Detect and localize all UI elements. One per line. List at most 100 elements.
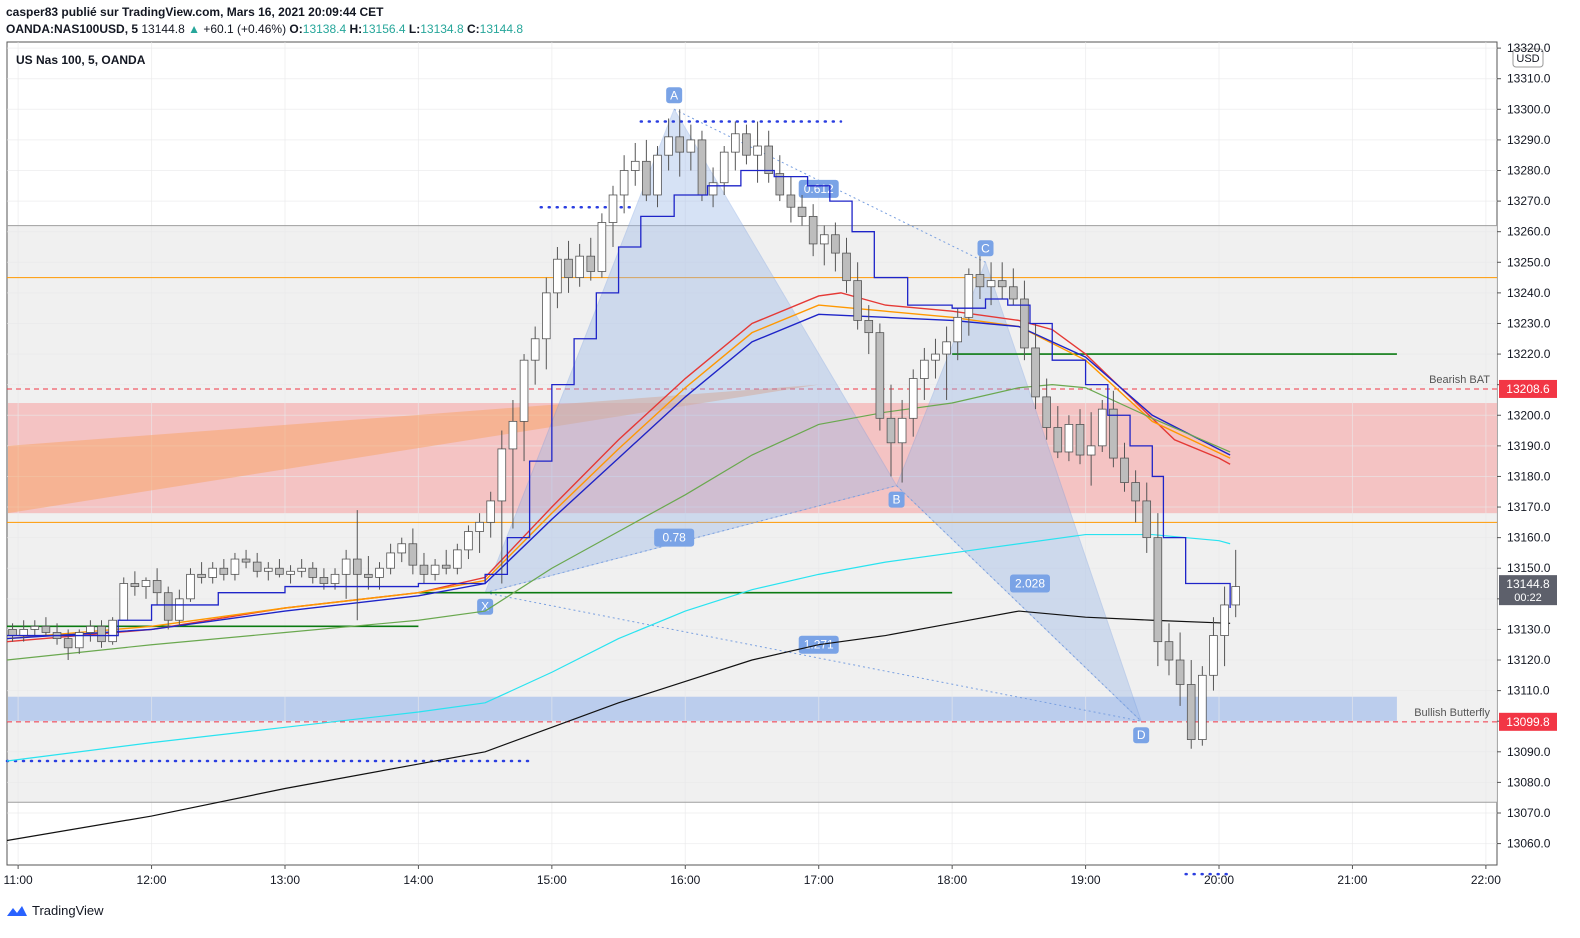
candle xyxy=(864,305,874,355)
candle-body xyxy=(208,567,218,578)
stair-trend-line xyxy=(7,169,1231,637)
candle-body xyxy=(953,316,963,343)
candle-body xyxy=(1142,500,1152,539)
y-tick-label: 13110.0 xyxy=(1507,684,1550,698)
candle-body xyxy=(786,194,796,208)
candle-body xyxy=(764,145,773,174)
candle xyxy=(1153,513,1163,667)
candle xyxy=(1120,442,1129,492)
candle-body xyxy=(842,252,851,282)
y-tick-label: 13160.0 xyxy=(1507,531,1551,545)
x-tick-label: 21:00 xyxy=(1337,873,1367,887)
harmonic-ratio-2: 2.028 xyxy=(1009,574,1050,593)
candle-body xyxy=(575,255,584,278)
high-label: H: xyxy=(349,22,363,36)
candle xyxy=(675,109,685,177)
candle xyxy=(41,617,51,636)
candle-body xyxy=(586,255,596,272)
candle-body xyxy=(608,194,618,223)
candle xyxy=(842,237,851,293)
candle xyxy=(1053,406,1063,459)
chart-title: US Nas 100, 5, OANDA xyxy=(16,53,146,67)
candle-body xyxy=(264,567,273,572)
y-tick-label: 13270.0 xyxy=(1507,194,1551,208)
candle-body xyxy=(74,632,84,649)
y-tick-label: 13280.0 xyxy=(1507,163,1551,177)
x-tick-label: 14:00 xyxy=(403,873,433,887)
candle xyxy=(642,139,651,202)
candle-body xyxy=(30,625,40,630)
harmonic-ratio-0: 0.612 xyxy=(798,179,839,198)
candle-body xyxy=(908,378,918,419)
candle-body xyxy=(41,625,51,633)
candle xyxy=(175,589,184,627)
harmonic-point-C: C xyxy=(977,240,994,257)
candle-body xyxy=(497,448,507,502)
candle-body xyxy=(553,258,562,294)
candle xyxy=(753,121,762,183)
candle-body xyxy=(441,564,451,569)
price-tag-box xyxy=(1499,712,1557,731)
ratio-box xyxy=(654,528,695,547)
zone-2 xyxy=(8,696,1397,722)
y-tick-label: 13250.0 xyxy=(1507,255,1551,269)
symbol-name[interactable]: OANDA:NAS100USD, 5 xyxy=(6,22,139,36)
candle xyxy=(1064,415,1074,462)
x-tick-label: 11:00 xyxy=(4,873,33,887)
candle xyxy=(1075,409,1085,465)
ma-line-4 xyxy=(6,533,1231,762)
y-tick-label: 13300.0 xyxy=(1507,102,1551,116)
currency-box xyxy=(1512,48,1544,68)
candle xyxy=(252,552,262,578)
harmonic-ratio-1: 0.78 xyxy=(654,528,695,547)
candle xyxy=(975,256,985,299)
ratio-box xyxy=(798,179,839,198)
candle xyxy=(108,617,117,645)
harmonic-point-box xyxy=(888,491,905,508)
y-tick-label: 13320.0 xyxy=(1507,41,1551,55)
x-tick-label: 12:00 xyxy=(137,873,167,887)
candle xyxy=(1231,549,1240,618)
low-label: L: xyxy=(408,22,421,36)
candle-body xyxy=(686,139,696,153)
candle-body xyxy=(341,558,351,575)
price-tag-value: 13099.8 xyxy=(1506,715,1550,729)
y-tick-label: 13230.0 xyxy=(1507,316,1551,330)
candle-body xyxy=(464,531,473,551)
price-change: +60.1 (+0.46%) xyxy=(203,22,287,36)
candle-body xyxy=(853,280,862,321)
candle xyxy=(63,629,73,661)
candle-body xyxy=(1231,586,1240,606)
price-tag-box xyxy=(1499,379,1557,398)
candle-body xyxy=(119,583,129,621)
candle-body xyxy=(719,151,729,184)
candle-body xyxy=(475,521,484,532)
candle xyxy=(1020,280,1029,361)
candle xyxy=(163,586,173,630)
x-tick-label: 15:00 xyxy=(537,873,567,887)
y-tick-label: 13170.0 xyxy=(1507,500,1551,514)
candle-body xyxy=(308,567,318,578)
candle-body xyxy=(175,598,184,621)
candle-body xyxy=(241,558,251,563)
candle xyxy=(130,571,140,596)
candle-body xyxy=(597,222,607,272)
up-triangle-icon: ▲ xyxy=(188,22,200,36)
candle xyxy=(742,124,751,165)
candle xyxy=(1209,617,1218,691)
x-tick-label: 18:00 xyxy=(937,873,967,887)
harmonic-point-B: B xyxy=(888,491,905,508)
candle xyxy=(453,543,462,575)
candle xyxy=(886,384,896,477)
x-tick-label: 22:00 xyxy=(1471,873,1501,887)
candle-body xyxy=(297,567,306,572)
high-value: 13156.4 xyxy=(362,22,406,36)
candle-body xyxy=(319,577,329,584)
candle-body xyxy=(1075,424,1085,456)
candle-body xyxy=(364,573,373,578)
candle-body xyxy=(886,417,896,444)
candle xyxy=(275,559,284,578)
candle-body xyxy=(997,280,1007,288)
candle-body xyxy=(831,234,840,254)
